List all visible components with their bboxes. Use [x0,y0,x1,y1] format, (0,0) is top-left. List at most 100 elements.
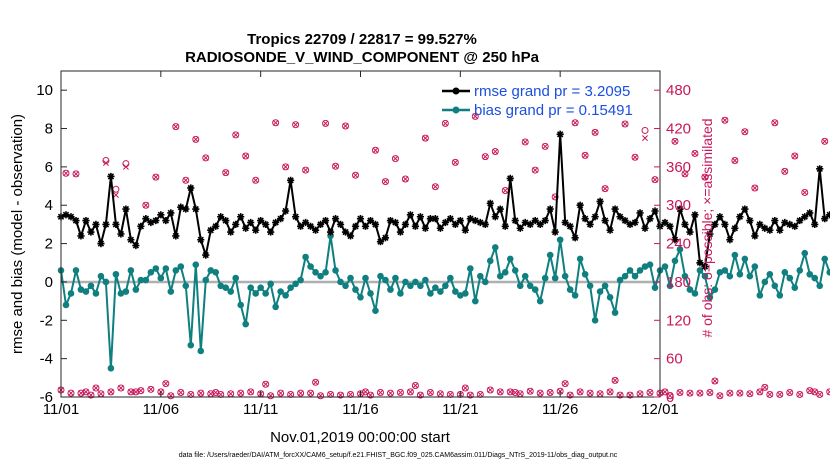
bias-point [217,282,225,290]
rmse-point [197,236,205,244]
bias-point [97,272,105,280]
bias-point [162,265,170,272]
bias-point [412,278,419,286]
obs-possible-marker [576,388,584,396]
obs-possible-marker [686,389,694,397]
obs-assimilated-marker [362,388,369,395]
obs-possible-marker [721,116,729,124]
obs-assimilated-marker [711,378,718,384]
rmse-point [232,220,240,229]
y-tick-label: 0 [45,274,53,291]
obs-assimilated-marker [387,390,394,397]
obs-possible-marker [551,193,559,201]
rmse-point [741,205,749,213]
bias-point [382,276,389,284]
rmse-point [546,205,554,213]
obs-assimilated-marker [307,390,314,397]
obs-assimilated-marker [232,131,239,138]
bias-point [741,255,749,263]
rmse-point [651,207,659,215]
bias-point [631,272,639,280]
y-tick-label: -2 [40,312,53,329]
rmse-point [72,216,80,225]
bias-point [486,257,494,265]
obs-possible-marker [701,173,709,181]
bias-point [551,274,559,282]
obs-assimilated-marker [83,388,89,395]
bias-point [726,272,734,280]
obs-possible-marker [791,152,799,160]
obs-assimilated-marker [592,129,599,136]
obs-assimilated-marker [527,388,534,395]
x-tick-label: 11/26 [542,401,578,418]
obs-assimilated-marker [487,387,494,393]
bias-point [267,280,274,288]
rmse-point [331,215,340,223]
obs-assimilated-marker [127,388,134,395]
obs-assimilated-marker [137,387,144,394]
rmse-point [436,224,444,232]
bias-point [277,288,284,295]
rmse-point [531,216,539,225]
obs-possible-marker [252,176,260,184]
bias-point [197,347,205,355]
obs-assimilated-marker [102,160,109,167]
obs-assimilated-marker [662,388,668,395]
obs-assimilated-marker [572,119,579,126]
rmse-point [566,222,574,230]
rmse-point [167,209,175,217]
bias-point [387,286,394,293]
obs-count-markers [57,112,830,400]
obs-possible-marker [806,387,814,395]
obs-assimilated-marker [502,187,509,194]
x-axis-label: Nov.01,2019 00:00:00 start [270,429,451,446]
obs-possible-marker [67,389,75,397]
obs-assimilated-marker [197,390,204,397]
series-lines [57,130,830,372]
rmse-point [262,220,270,229]
rmse-point [426,215,434,223]
right-tick-label: 300 [666,197,691,214]
bias-point [581,270,589,278]
obs-possible-marker [496,388,504,396]
bias-point [117,290,125,297]
chart-subtitle: RADIOSONDE_V_WIND_COMPONENT @ 250 hPa [185,49,540,66]
bias-point [282,292,289,299]
obs-assimilated-marker [682,170,688,177]
obs-assimilated-marker [282,163,289,170]
obs-possible-marker [626,391,634,399]
obs-possible-marker [671,137,679,145]
bias-point [576,255,584,263]
obs-assimilated-marker [442,120,449,127]
bias-point [496,272,504,280]
y-tick-label: 4 [45,197,53,214]
obs-possible-marker [521,138,529,146]
bias-point [691,290,699,297]
obs-assimilated-marker [532,167,539,174]
bias-point [172,267,180,274]
bias-point [472,297,479,305]
bias-point [786,274,794,282]
bias-point [102,278,110,286]
rmse-point [686,228,694,236]
rmse-point [267,228,275,236]
obs-possible-marker [107,388,115,396]
bias-point [457,292,464,299]
obs-assimilated-marker [172,123,179,130]
obs-possible-marker [247,388,255,396]
bias-point [302,253,309,261]
rmse-point [491,213,499,221]
rmse-point [217,213,225,221]
bias-point [77,286,85,293]
bias-point [816,282,824,290]
obs-assimilated-marker [507,388,514,395]
bias-point [437,288,444,295]
obs-possible-marker [726,389,734,397]
rmse-point [591,213,599,221]
rmse-point [481,220,489,229]
bias-point [462,290,469,297]
bias-point [641,263,649,270]
obs-assimilated-marker [202,154,209,161]
obs-assimilated-marker [492,148,499,155]
obs-possible-marker [766,390,774,398]
